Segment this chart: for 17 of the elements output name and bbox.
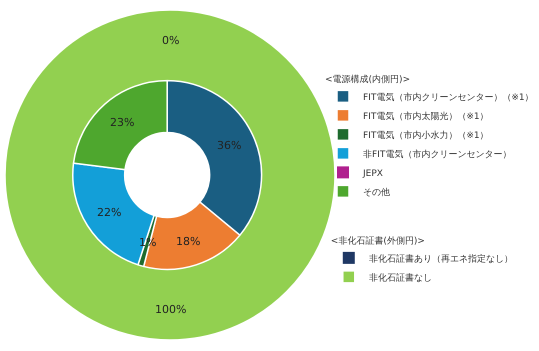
legend-label: 非化石証書あり（再エネ指定なし） — [368, 253, 513, 264]
legend-label: FIT電気（市内クリーンセンター）（※1） — [363, 92, 534, 103]
text: 0% — [162, 34, 180, 47]
legend-title: <非化石証書(外側円)> — [330, 235, 425, 246]
legend-label: 非FIT電気（市内クリーンセンター） — [363, 148, 512, 160]
data-label: 22% — [97, 206, 122, 219]
data-label: 23% — [110, 116, 134, 129]
data-label: 36% — [217, 139, 242, 152]
legend-label: その他 — [363, 186, 390, 198]
data-label: 18% — [176, 235, 200, 248]
legend-label: FIT電気（市内太陽光）（※1） — [363, 110, 489, 122]
legend-label: FIT電気（市内小水力）（※1） — [363, 130, 489, 141]
data-label: 1% — [139, 236, 156, 249]
legend-label: JEPX — [362, 168, 383, 179]
data-label: 100% — [155, 303, 186, 316]
legend-title: <電源構成(内側円)> — [325, 74, 410, 85]
legend-label: 非化石証書なし — [368, 272, 432, 284]
